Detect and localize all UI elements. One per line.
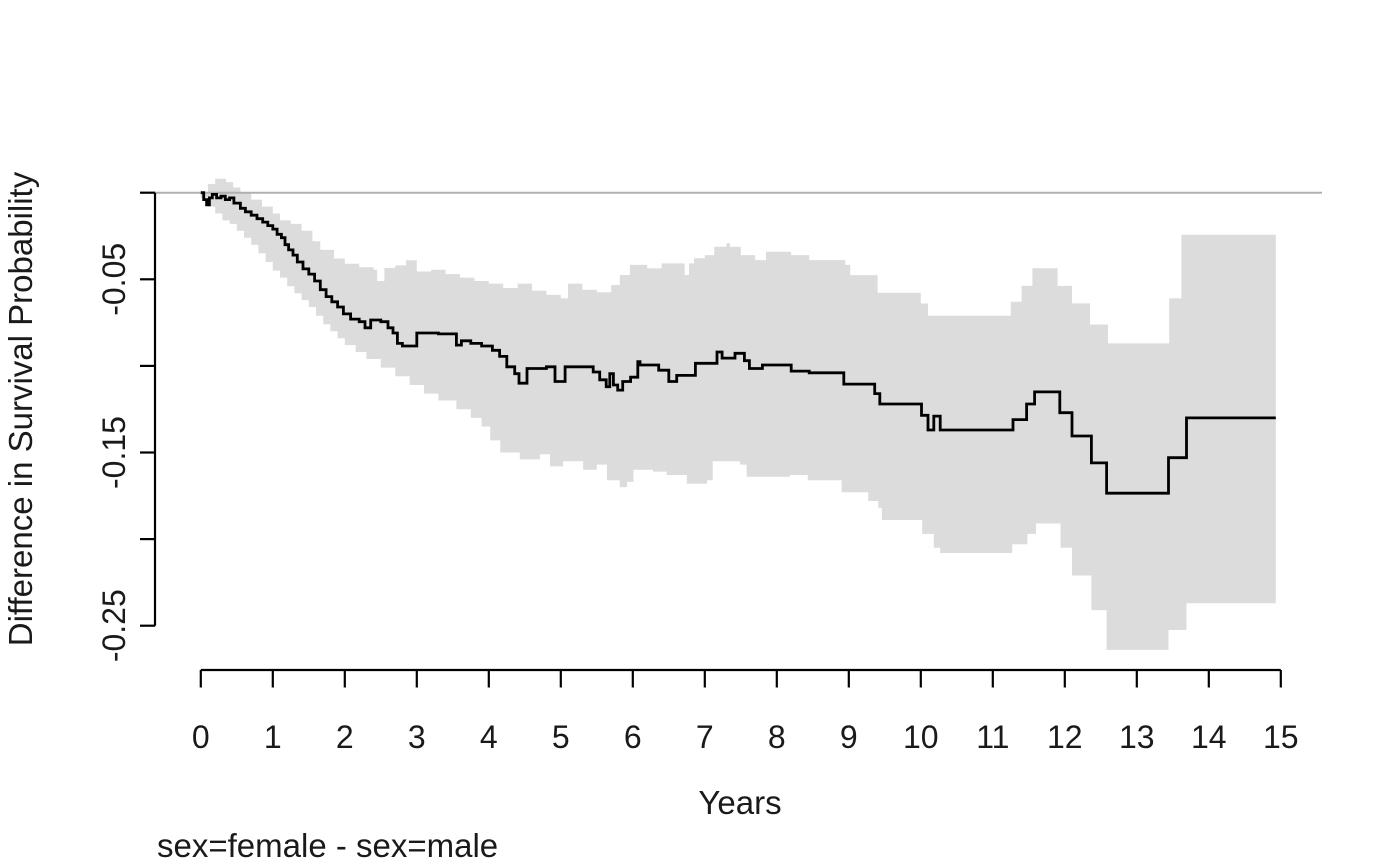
x-tick-label-15: 15 xyxy=(1263,719,1299,755)
y-tick-label--0.25: -0.25 xyxy=(96,589,132,662)
x-tick-label-14: 14 xyxy=(1191,719,1227,755)
x-tick-label-9: 9 xyxy=(840,719,858,755)
difference-step-curve xyxy=(200,191,1276,495)
x-tick-label-10: 10 xyxy=(903,719,939,755)
x-tick-label-0: 0 xyxy=(192,719,210,755)
y-tick-label--0.05: -0.05 xyxy=(96,243,132,316)
x-tick-label-11: 11 xyxy=(976,719,1009,755)
x-tick-label-7: 7 xyxy=(696,719,714,755)
x-tick-label-4: 4 xyxy=(480,719,498,755)
y-tick-label-group-5: -0.25 xyxy=(96,589,132,662)
y-axis-title: Difference in Survival Probability xyxy=(2,171,39,647)
y-tick-label-group-3: -0.15 xyxy=(96,416,132,489)
x-tick-label-13: 13 xyxy=(1119,719,1155,755)
x-tick-label-3: 3 xyxy=(408,719,426,755)
x-axis-title: Years xyxy=(698,784,782,821)
x-tick-label-8: 8 xyxy=(768,719,786,755)
x-tick-label-2: 2 xyxy=(336,719,354,755)
x-tick-label-6: 6 xyxy=(624,719,642,755)
x-tick-label-12: 12 xyxy=(1047,719,1083,755)
confidence-band xyxy=(200,178,1276,650)
x-tick-label-5: 5 xyxy=(552,719,570,755)
y-tick-label-group-1: -0.05 xyxy=(96,243,132,316)
x-tick-label-1: 1 xyxy=(264,719,282,755)
y-tick-label--0.15: -0.15 xyxy=(96,416,132,489)
contrast-caption: sex=female - sex=male xyxy=(157,827,499,864)
